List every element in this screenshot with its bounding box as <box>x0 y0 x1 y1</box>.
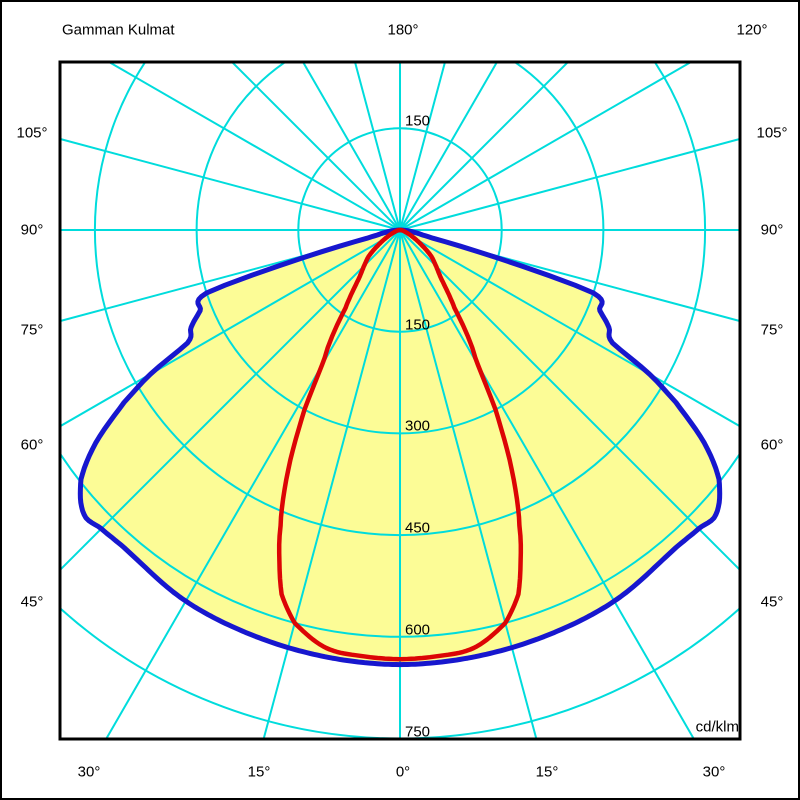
gamma-ray-240 <box>109 63 401 231</box>
gamma-ray-315 <box>61 229 401 570</box>
ring-label-below-150: 150 <box>405 316 431 334</box>
ring-label-below-450: 450 <box>405 519 431 537</box>
gamma-ray-285 <box>61 229 401 322</box>
curve-c90-c270 <box>276 227 524 662</box>
gamma-ray-45 <box>399 229 739 570</box>
gamma-ray-255 <box>61 138 401 231</box>
gamma-ray-300 <box>61 229 401 427</box>
gamma-label-right-105°: 105° <box>756 124 788 142</box>
gamma-ray-165 <box>399 63 446 231</box>
gamma-label-bottom-0-30°: 30° <box>77 763 101 781</box>
gamma-label-bottom-3-15°: 15° <box>535 763 559 781</box>
gamma-label-right-60°: 60° <box>760 436 784 454</box>
gamma-label-right-75°: 75° <box>760 321 784 339</box>
gamma-ray-105 <box>399 138 739 231</box>
ring-label-below-300: 300 <box>405 417 431 435</box>
gamma-label-left-75°: 75° <box>20 321 44 339</box>
ring-label-above-150: 150 <box>405 112 431 130</box>
curve-c0-c180 <box>77 227 723 668</box>
gamma-ray-15 <box>399 229 538 738</box>
gamma-label-right-45°: 45° <box>760 593 784 611</box>
gamma-ray-60 <box>399 229 739 427</box>
gamma-ray-345 <box>262 229 401 738</box>
gamma-label-left-90°: 90° <box>20 221 44 239</box>
page-title: Gamman Kulmat <box>62 21 175 39</box>
gamma-ray-210 <box>302 63 401 231</box>
ring-label-below-600: 600 <box>405 621 431 639</box>
gamma-ray-150 <box>399 63 498 231</box>
gamma-label-left-45°: 45° <box>20 593 44 611</box>
gamma-ray-75 <box>399 229 739 322</box>
gamma-label-top-120°: 120° <box>736 21 768 39</box>
gamma-ray-195 <box>354 63 401 231</box>
gamma-label-bottom-1-15°: 15° <box>247 763 271 781</box>
gamma-ray-225 <box>232 63 401 231</box>
gamma-ray-135 <box>399 63 568 231</box>
chart-frame <box>58 60 742 741</box>
gamma-label-bottom-4-30°: 30° <box>702 763 726 781</box>
gamma-label-right-90°: 90° <box>760 221 784 239</box>
gamma-label-left-105°: 105° <box>16 124 48 142</box>
ring-label-below-750: 750 <box>405 723 431 740</box>
gamma-label-left-60°: 60° <box>20 436 44 454</box>
gamma-label-top-180°: 180° <box>387 21 419 39</box>
unit-label: cd/klm <box>695 718 739 736</box>
gamma-ray-120 <box>399 63 691 231</box>
gamma-label-bottom-2-0°: 0° <box>395 763 411 781</box>
